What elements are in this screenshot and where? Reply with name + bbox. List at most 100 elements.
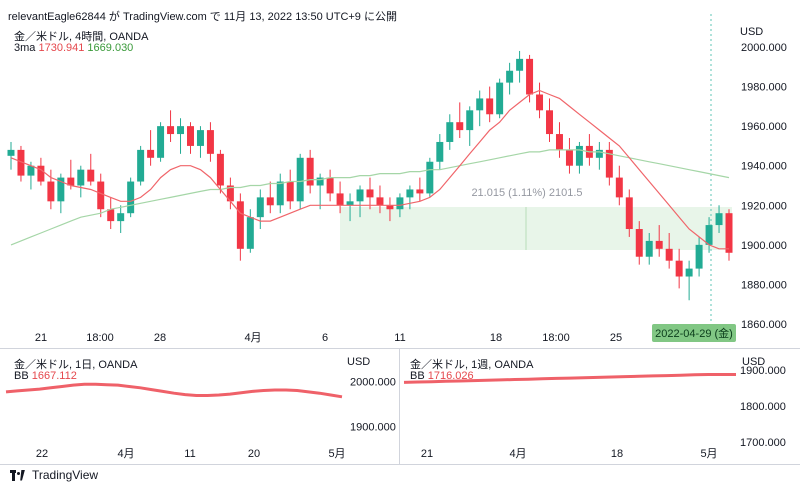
- candle-body: [486, 98, 494, 115]
- x-tick-label: 21: [35, 332, 47, 344]
- candle-body: [565, 149, 573, 166]
- candle-body: [506, 70, 514, 83]
- candle: [376, 185, 384, 214]
- candle: [555, 122, 563, 158]
- left-symbol-label: 金／米ドル, 1日, OANDA: [14, 359, 138, 371]
- candle: [486, 86, 494, 123]
- main-currency-label: USD: [740, 26, 764, 38]
- candle: [97, 173, 105, 218]
- right-y-axis: 1900.000 1800.000 1700.000: [740, 365, 786, 449]
- main-indicator-value-1: 1730.941: [38, 42, 85, 54]
- candle: [226, 177, 234, 210]
- candle-body: [77, 169, 85, 186]
- candle-body: [346, 201, 354, 206]
- candle: [665, 232, 673, 269]
- footer-branding[interactable]: TradingView: [10, 468, 98, 482]
- y-tick-label: 1900.000: [740, 365, 786, 377]
- candle-body: [316, 177, 324, 186]
- candle-body: [266, 197, 274, 206]
- candle: [266, 181, 274, 214]
- candle: [246, 209, 254, 253]
- candle-body: [675, 260, 683, 277]
- main-indicator-legend: 3ma 1730.941 1669.030: [14, 42, 133, 54]
- x-tick-label: 4月: [509, 448, 526, 460]
- candle-body: [635, 229, 643, 257]
- candle: [336, 181, 344, 214]
- candle-body: [366, 189, 374, 198]
- x-tick-label: 18:00: [542, 332, 570, 344]
- candle: [7, 141, 15, 170]
- candle: [645, 232, 653, 265]
- tradingview-logo-icon: [10, 469, 26, 481]
- candle-body: [376, 197, 384, 206]
- candle-body: [536, 94, 544, 111]
- candle: [426, 157, 434, 198]
- candle: [655, 225, 663, 257]
- candle-body: [386, 205, 394, 210]
- candle-body: [7, 149, 15, 156]
- candle-body: [426, 161, 434, 194]
- candle-body: [256, 197, 264, 218]
- candle-body: [516, 58, 524, 71]
- candle: [326, 169, 334, 202]
- candle-body: [665, 248, 673, 261]
- candle: [87, 153, 95, 186]
- candle: [117, 205, 125, 233]
- ma-slow-line: [10, 149, 730, 246]
- candle: [496, 78, 504, 119]
- candle: [137, 145, 145, 186]
- candle-body: [167, 126, 175, 135]
- candle-body: [47, 181, 55, 202]
- candle: [466, 106, 474, 146]
- candle: [715, 205, 723, 233]
- y-tick-label: 1860.000: [741, 319, 787, 331]
- candle-body: [57, 177, 65, 202]
- main-price-chart[interactable]: 21.015 (1.11%) 2101.5 2000.000 1980.000 19…: [0, 0, 800, 350]
- candle: [456, 102, 464, 139]
- candle-body: [456, 122, 464, 131]
- candle-body: [695, 244, 703, 269]
- left-indicator-legend: BB 1667.112: [14, 370, 77, 382]
- x-tick-label: 5月: [700, 448, 717, 460]
- candle-body: [157, 126, 165, 158]
- y-tick-label: 1960.000: [741, 121, 787, 133]
- main-y-axis: 2000.000 1980.000 1960.000 1940.000 1920.000…: [741, 42, 787, 331]
- candle: [107, 197, 115, 230]
- candle: [506, 62, 514, 95]
- candle-body: [356, 189, 364, 202]
- x-tick-label: 25: [610, 332, 622, 344]
- y-tick-label: 1800.000: [740, 401, 786, 413]
- main-indicator-name: 3ma: [14, 42, 36, 54]
- candle-body: [645, 240, 653, 257]
- candle-body: [436, 141, 444, 162]
- candle-body: [17, 149, 25, 176]
- candle: [356, 185, 364, 218]
- weekly-bb-chart[interactable]: 1900.000 1800.000 1700.000 21 4月 18 5月: [400, 349, 800, 464]
- right-currency-label: USD: [742, 356, 766, 368]
- candle: [236, 193, 244, 261]
- candle-body: [555, 134, 563, 150]
- candle: [47, 169, 55, 210]
- left-indicator-name: BB: [14, 370, 29, 382]
- right-bb-line: [403, 373, 736, 384]
- candle-body: [196, 130, 204, 146]
- y-tick-label: 2000.000: [741, 42, 787, 54]
- candle-body: [416, 189, 424, 194]
- candle: [346, 193, 354, 222]
- y-tick-label: 2000.000: [350, 377, 396, 389]
- candle-body: [67, 177, 75, 186]
- candle-body: [605, 149, 613, 178]
- candle: [446, 114, 454, 150]
- candle: [565, 138, 573, 174]
- candle-body: [236, 201, 244, 249]
- candle: [306, 149, 314, 194]
- x-tick-label: 6: [322, 332, 328, 344]
- footer-brand-label: TradingView: [32, 468, 99, 482]
- candle-body: [97, 181, 105, 210]
- candle: [276, 173, 284, 214]
- candle: [256, 189, 264, 230]
- candle: [216, 149, 224, 194]
- daily-bb-chart[interactable]: 2000.000 1900.000 22 4月 11 20 5月: [0, 349, 400, 464]
- candle-body: [705, 225, 713, 245]
- candle: [546, 98, 553, 142]
